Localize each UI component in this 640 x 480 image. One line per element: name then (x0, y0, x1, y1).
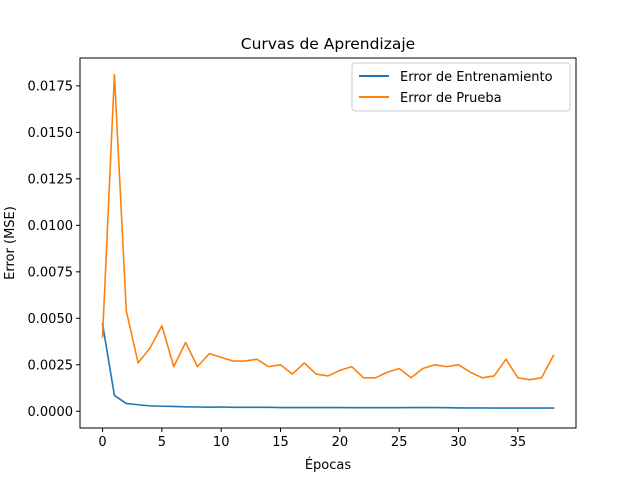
y-tick-label: 0.0125 (28, 172, 74, 187)
x-tick-label: 0 (98, 435, 106, 450)
y-axis: 0.0000 0.0025 0.0050 0.0075 0.0100 0.0125 0.01… (28, 79, 80, 420)
plot-area (101, 73, 555, 409)
x-tick-label: 25 (391, 435, 408, 450)
y-tick-label: 0.0000 (28, 405, 74, 420)
legend-box (351, 62, 571, 112)
x-tick-label: 15 (272, 435, 289, 450)
y-tick-label: 0.0025 (28, 358, 74, 373)
chart-title: Curvas de Aprendizaje (241, 35, 415, 53)
y-tick-label: 0.0175 (28, 79, 74, 94)
y-axis-label: Error (MSE) (3, 206, 18, 280)
legend-label-train: Error de Entrenamiento (400, 70, 553, 85)
series-line-train (101, 322, 555, 409)
y-tick-label: 0.0050 (28, 312, 74, 327)
x-tick-label: 35 (510, 435, 527, 450)
x-tick-label: 10 (213, 435, 230, 450)
legend-label-test: Error de Prueba (400, 91, 502, 106)
legend: Error de Entrenamiento Error de Prueba (351, 62, 571, 112)
y-tick-label: 0.0100 (28, 219, 74, 234)
x-axis: 0 5 10 15 20 25 30 35 (98, 428, 526, 450)
y-tick-label: 0.0150 (28, 126, 74, 141)
series-line-test (101, 73, 555, 381)
plot-frame (79, 57, 577, 429)
x-tick-label: 30 (450, 435, 467, 450)
y-tick-label: 0.0075 (28, 265, 74, 280)
x-tick-label: 5 (158, 435, 166, 450)
x-axis-label: Épocas (305, 457, 352, 473)
x-tick-label: 20 (332, 435, 349, 450)
